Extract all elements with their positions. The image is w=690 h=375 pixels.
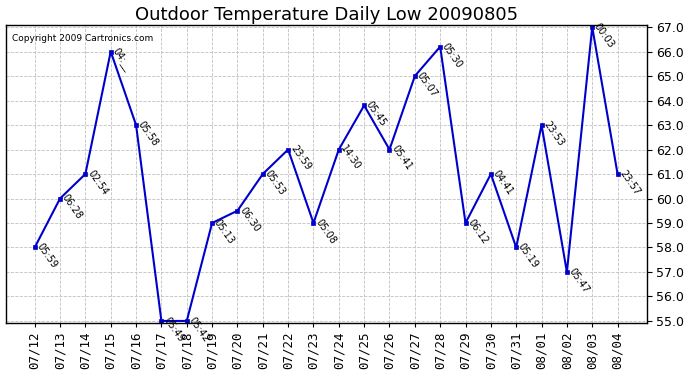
Text: 05:47: 05:47 — [567, 266, 591, 295]
Text: 05:45: 05:45 — [364, 100, 388, 128]
Text: 00:03: 00:03 — [592, 21, 616, 50]
Text: 23:53: 23:53 — [542, 119, 566, 148]
Text: 04:41: 04:41 — [491, 168, 515, 197]
Title: Outdoor Temperature Daily Low 20090805: Outdoor Temperature Daily Low 20090805 — [135, 6, 518, 24]
Text: 05:42: 05:42 — [187, 315, 211, 344]
Text: 05:19: 05:19 — [516, 242, 540, 270]
Text: Copyright 2009 Cartronics.com: Copyright 2009 Cartronics.com — [12, 34, 153, 43]
Text: 14:30: 14:30 — [339, 144, 363, 172]
Text: 06:30: 06:30 — [237, 205, 262, 234]
Text: 04:__: 04:__ — [110, 45, 134, 72]
Text: 05:53: 05:53 — [263, 168, 287, 197]
Text: 23:59: 23:59 — [288, 144, 313, 172]
Text: 05:41: 05:41 — [389, 144, 414, 172]
Text: 05:08: 05:08 — [313, 217, 337, 246]
Text: 02:54: 02:54 — [86, 168, 110, 197]
Text: 05:59: 05:59 — [34, 242, 59, 270]
Text: 05:30: 05:30 — [440, 41, 464, 69]
Text: 06:28: 06:28 — [60, 193, 84, 221]
Text: 05:13: 05:13 — [212, 217, 236, 246]
Text: 23:57: 23:57 — [618, 168, 642, 197]
Text: 05:49: 05:49 — [161, 315, 186, 344]
Text: 05:07: 05:07 — [415, 70, 439, 99]
Text: 05:58: 05:58 — [136, 119, 160, 148]
Text: 06:12: 06:12 — [466, 217, 490, 246]
